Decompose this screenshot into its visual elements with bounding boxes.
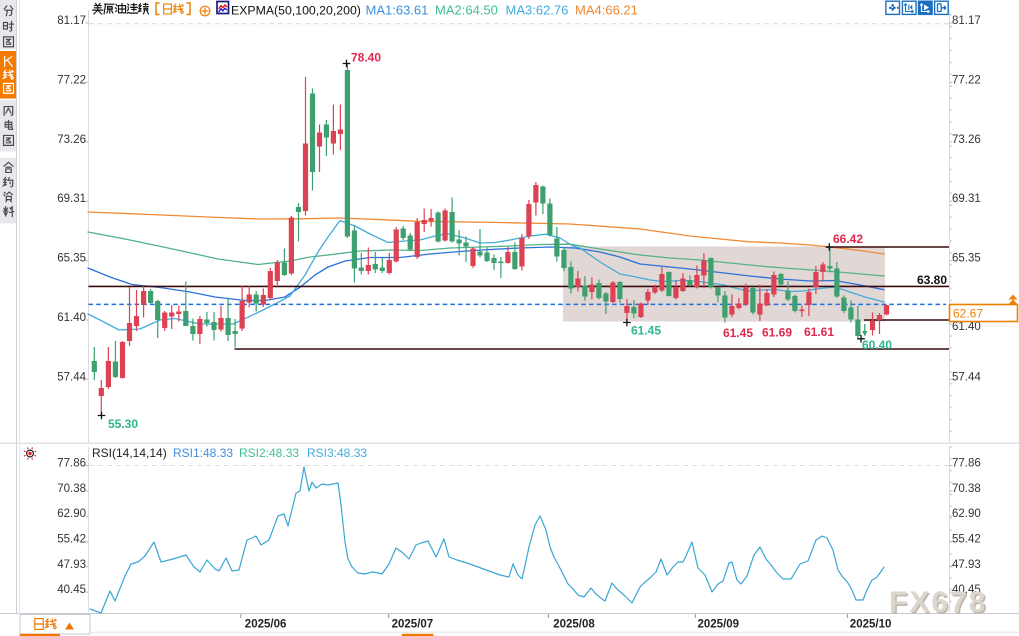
svg-text:61.40: 61.40: [952, 321, 981, 333]
svg-text:RSI3:48.33: RSI3:48.33: [307, 446, 367, 460]
svg-text:73.26: 73.26: [952, 134, 981, 146]
svg-text:62.90: 62.90: [952, 508, 981, 520]
svg-text:61.45: 61.45: [631, 324, 661, 338]
svg-text:78.40: 78.40: [351, 51, 381, 65]
svg-text:61.45: 61.45: [723, 326, 753, 340]
svg-text:70.38: 70.38: [952, 483, 981, 495]
svg-text:2025/06: 2025/06: [245, 619, 287, 631]
svg-text:RSI2:48.33: RSI2:48.33: [239, 446, 299, 460]
svg-text:MA2:64.50: MA2:64.50: [435, 3, 498, 18]
svg-text:63.80: 63.80: [917, 273, 947, 287]
svg-text:62.67: 62.67: [953, 307, 983, 321]
svg-text:69.31: 69.31: [952, 193, 981, 205]
svg-text:61.61: 61.61: [804, 325, 834, 339]
svg-text:73.26: 73.26: [57, 134, 86, 146]
svg-text:2025/10: 2025/10: [850, 619, 892, 631]
svg-text:61.69: 61.69: [762, 326, 792, 340]
svg-text:RSI1:48.33: RSI1:48.33: [173, 446, 233, 460]
svg-text:70.38: 70.38: [57, 483, 86, 495]
svg-text:40.45: 40.45: [952, 584, 981, 596]
svg-text:60.40: 60.40: [862, 338, 892, 352]
svg-text:81.17: 81.17: [57, 15, 86, 27]
svg-text:77.86: 77.86: [57, 458, 86, 470]
svg-text:47.93: 47.93: [57, 559, 86, 571]
svg-text:57.44: 57.44: [57, 371, 86, 383]
svg-text:55.42: 55.42: [57, 534, 86, 546]
svg-text:MA3:62.76: MA3:62.76: [506, 3, 569, 18]
svg-text:57.44: 57.44: [952, 371, 981, 383]
svg-text:55.42: 55.42: [952, 534, 981, 546]
svg-text:55.30: 55.30: [108, 417, 138, 431]
svg-text:2025/09: 2025/09: [698, 619, 740, 631]
svg-text:69.31: 69.31: [57, 193, 86, 205]
svg-text:61.40: 61.40: [57, 312, 86, 324]
svg-text:77.22: 77.22: [57, 74, 86, 86]
svg-text:65.35: 65.35: [57, 253, 86, 265]
svg-text:2025/07: 2025/07: [392, 619, 434, 631]
svg-text:2025/08: 2025/08: [553, 619, 595, 631]
svg-text:62.90: 62.90: [57, 508, 86, 520]
svg-text:FX678: FX678: [889, 586, 987, 619]
svg-text:81.17: 81.17: [952, 15, 981, 27]
svg-text:66.42: 66.42: [833, 232, 863, 246]
svg-text:40.45: 40.45: [57, 584, 86, 596]
svg-text:MA1:63.61: MA1:63.61: [366, 3, 429, 18]
svg-text:EXPMA(50,100,20,200): EXPMA(50,100,20,200): [231, 4, 361, 18]
svg-text:65.35: 65.35: [952, 253, 981, 265]
svg-text:47.93: 47.93: [952, 559, 981, 571]
svg-text:77.22: 77.22: [952, 74, 981, 86]
svg-text:RSI(14,14,14): RSI(14,14,14): [92, 446, 167, 460]
svg-text:77.86: 77.86: [952, 458, 981, 470]
svg-text:MA4:66.21: MA4:66.21: [575, 3, 638, 18]
